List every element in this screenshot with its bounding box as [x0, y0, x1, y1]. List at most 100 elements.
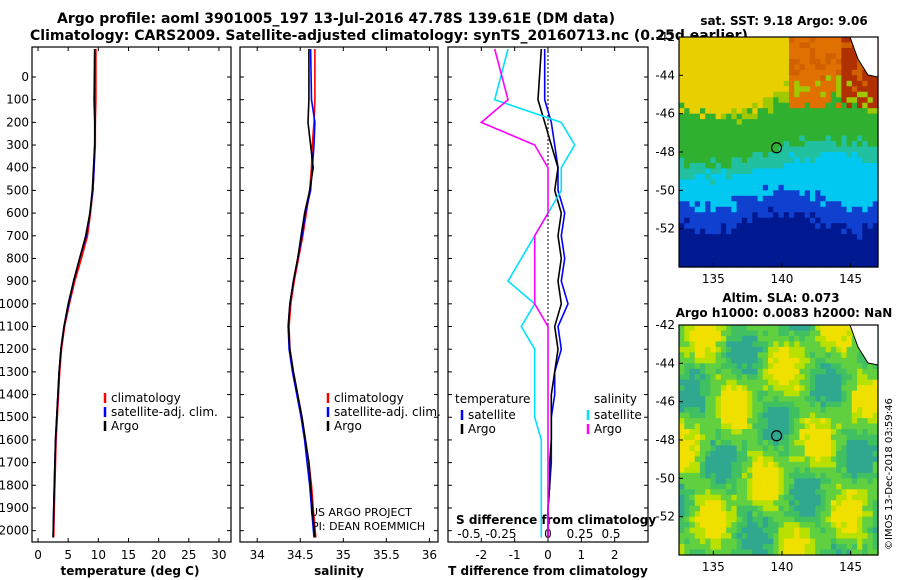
map-cell	[804, 201, 811, 208]
map-cell	[846, 69, 853, 76]
map-cell	[689, 179, 696, 186]
map-cell	[825, 223, 832, 230]
map-cell	[857, 527, 863, 534]
map-cell	[726, 195, 732, 202]
map-cell	[815, 69, 821, 76]
map-cell	[679, 190, 685, 197]
map-cell	[768, 239, 774, 246]
map-cell	[778, 379, 785, 386]
map-cell	[752, 423, 759, 430]
map-cell	[815, 456, 821, 463]
map-cell	[731, 335, 738, 343]
map-cell	[804, 456, 811, 463]
map-cell	[752, 401, 759, 408]
map-cell	[726, 368, 732, 375]
map-cell	[747, 412, 753, 419]
map-cell	[694, 456, 701, 463]
map-cell	[857, 91, 863, 98]
map-cell	[762, 195, 769, 202]
map-cell	[731, 130, 738, 137]
map-cell	[773, 483, 780, 490]
map-cell	[867, 533, 874, 540]
map-cell	[778, 212, 785, 219]
map-cell	[679, 527, 685, 534]
map-cell	[715, 80, 722, 87]
map-cell	[872, 97, 879, 104]
map-cell	[830, 102, 837, 109]
map-cell	[731, 357, 738, 364]
map-cell	[820, 445, 827, 452]
map-cell	[773, 69, 780, 76]
map-cell	[699, 64, 706, 71]
map-cell	[857, 434, 863, 441]
map-cell	[825, 450, 832, 458]
map-cell	[794, 379, 801, 386]
map-cell	[694, 245, 701, 252]
map-cell	[720, 86, 727, 93]
map-cell	[872, 157, 879, 164]
map-cell	[705, 217, 712, 224]
map-cell	[726, 141, 732, 148]
map-cell	[846, 429, 853, 436]
map-cell	[867, 478, 874, 485]
map-cell	[699, 511, 706, 518]
map-cell	[705, 500, 712, 507]
map-cell	[788, 168, 795, 175]
map-cell	[705, 58, 712, 65]
map-cell	[841, 472, 848, 479]
map-cell	[762, 357, 769, 364]
map-cell	[773, 461, 780, 468]
map-cell	[830, 47, 837, 55]
y-tick-label: 2000	[0, 524, 29, 538]
map-cell	[773, 168, 780, 175]
map-cell	[809, 461, 816, 468]
map-cell	[846, 47, 853, 55]
map-cell	[830, 472, 837, 479]
map-cell	[747, 396, 753, 403]
map-cell	[841, 429, 848, 436]
map-cell	[705, 102, 712, 109]
map-cell	[768, 549, 774, 556]
map-cell	[788, 418, 795, 425]
map-cell	[836, 374, 842, 381]
map-cell	[857, 245, 863, 252]
map-cell	[815, 341, 821, 348]
map-cell	[783, 325, 790, 332]
map-cell	[857, 113, 863, 120]
map-cell	[720, 69, 727, 76]
map-cell	[851, 223, 858, 230]
map-cell	[825, 357, 832, 364]
map-cell	[778, 472, 785, 479]
map-cell	[768, 407, 774, 414]
map-cell	[841, 445, 848, 452]
map-cell	[773, 352, 780, 359]
map-cell	[851, 533, 858, 540]
map-cell	[820, 173, 827, 180]
map-cell	[783, 440, 790, 447]
map-cell	[841, 179, 848, 186]
map-cell	[862, 368, 869, 375]
map-cell	[731, 538, 738, 545]
map-cell	[699, 102, 706, 109]
map-cell	[804, 58, 811, 65]
map-cell	[762, 212, 769, 219]
map-cell	[736, 418, 743, 425]
map-cell	[857, 489, 863, 496]
map-cell	[825, 190, 832, 197]
map-cell	[768, 511, 774, 518]
map-cell	[773, 335, 780, 343]
map-cell	[773, 467, 780, 474]
map-cell	[804, 489, 811, 496]
map-cell	[768, 135, 774, 142]
map-cell	[862, 124, 869, 131]
map-cell	[804, 505, 811, 512]
map-cell	[705, 385, 712, 392]
map-cell	[846, 234, 853, 241]
map-cell	[699, 53, 706, 60]
map-cell	[804, 146, 811, 153]
map-cell	[768, 368, 774, 375]
map-cell	[757, 396, 764, 403]
map-cell	[794, 407, 801, 414]
map-cell	[820, 450, 827, 458]
map-cell	[862, 385, 869, 392]
